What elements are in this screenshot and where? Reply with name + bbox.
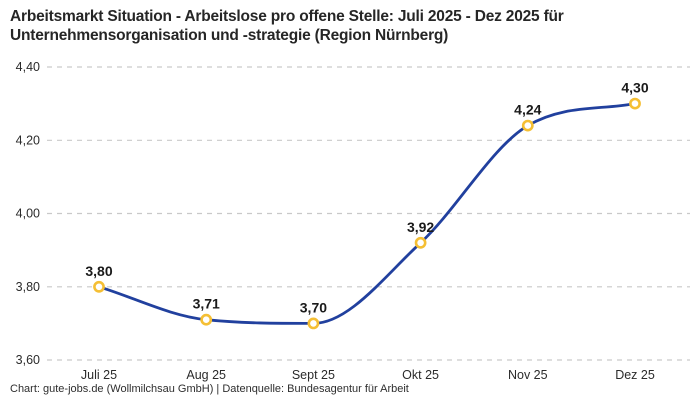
x-tick-label: Aug 25 (186, 368, 226, 382)
y-tick-label: 4,20 (16, 133, 40, 147)
data-point-label: 4,30 (621, 80, 648, 96)
y-tick-label: 4,00 (16, 207, 40, 221)
data-point-label: 3,92 (407, 219, 434, 235)
data-point-label: 4,24 (514, 102, 541, 118)
chart-title: Arbeitsmarkt Situation - Arbeitslose pro… (10, 7, 694, 45)
data-point-marker (521, 119, 534, 132)
x-tick-label: Okt 25 (402, 368, 439, 382)
x-tick-label: Dez 25 (615, 368, 655, 382)
data-point-label: 3,80 (85, 263, 112, 279)
x-tick-label: Sept 25 (292, 368, 335, 382)
data-point-marker (93, 280, 105, 293)
x-tick-label: Juli 25 (81, 368, 117, 382)
series-line (97, 102, 637, 325)
chart-title-line2: Unternehmensorganisation und -strategie … (10, 27, 449, 44)
data-point-marker (200, 313, 213, 326)
data-point-marker (307, 317, 320, 330)
y-tick-label: 3,80 (16, 280, 40, 294)
chart-title-line1: Arbeitsmarkt Situation - Arbeitslose pro… (10, 8, 564, 25)
data-point-label: 3,71 (193, 296, 220, 312)
data-point-marker (414, 236, 427, 249)
y-tick-label: 3,60 (16, 353, 40, 367)
data-point-label: 3,70 (300, 299, 327, 315)
y-tick-label: 4,40 (16, 60, 40, 74)
x-tick-label: Nov 25 (508, 368, 548, 382)
data-point-marker (629, 97, 641, 110)
chart-credit: Chart: gute-jobs.de (Wollmilchsau GmbH) … (10, 383, 409, 395)
